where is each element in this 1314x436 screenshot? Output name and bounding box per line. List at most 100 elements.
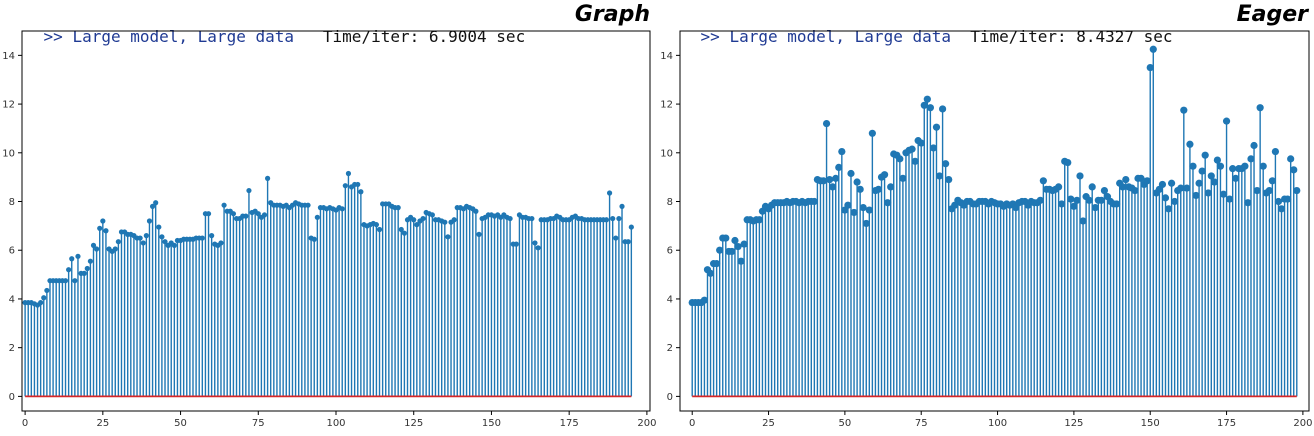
y-tick-label: 0 — [9, 392, 15, 403]
data-point — [94, 246, 100, 252]
data-point — [81, 270, 87, 276]
data-point — [859, 204, 867, 212]
x-tick-label: 50 — [839, 418, 852, 429]
data-point — [156, 224, 162, 230]
data-point — [1204, 189, 1212, 197]
data-point — [1088, 183, 1096, 191]
data-point — [1256, 104, 1264, 112]
data-point — [1186, 140, 1194, 148]
panel-header: >> Large model, Large data Time/iter: 6.… — [5, 4, 526, 70]
data-point — [1226, 195, 1234, 203]
data-point — [411, 217, 417, 223]
y-tick-label: 10 — [2, 148, 15, 159]
data-point — [917, 139, 925, 147]
stem-lines — [691, 49, 1298, 397]
data-point — [376, 226, 383, 233]
data-point — [146, 218, 153, 224]
data-point — [159, 234, 165, 240]
data-point — [1177, 184, 1185, 192]
data-point — [429, 212, 435, 218]
data-point — [1137, 174, 1145, 182]
data-point — [1290, 166, 1298, 174]
data-point — [41, 295, 47, 301]
data-point — [44, 287, 50, 294]
stem-chart-eager: 0 25 50 75 100 125 150 175 200 0 2 4 6 8 10 12 14 — [660, 30, 1312, 429]
y-tick-label: 14 — [660, 51, 673, 62]
data-point — [856, 185, 864, 193]
x-tick-label: 150 — [1141, 418, 1160, 429]
data-point — [162, 239, 168, 245]
data-point — [1192, 191, 1200, 200]
data-point — [722, 234, 730, 242]
data-point — [507, 215, 513, 222]
data-point — [822, 119, 831, 128]
data-point — [880, 171, 889, 179]
x-tick-label: 125 — [1064, 418, 1083, 429]
data-point — [84, 265, 90, 272]
data-point — [1213, 156, 1221, 164]
data-point — [221, 202, 227, 208]
data-point — [935, 172, 944, 180]
data-point — [199, 235, 205, 241]
data-point — [1198, 167, 1206, 175]
data-point — [1201, 151, 1209, 159]
data-point — [911, 157, 919, 165]
data-point — [1219, 190, 1228, 198]
prompt-symbol: >> — [700, 27, 720, 46]
x-tick-label: 175 — [1217, 418, 1236, 429]
data-point — [884, 199, 892, 207]
data-point — [1073, 196, 1081, 204]
data-point — [1036, 196, 1044, 204]
data-point — [1274, 197, 1283, 206]
data-point — [1207, 172, 1215, 180]
data-point — [513, 241, 519, 247]
data-point — [606, 190, 613, 196]
data-point — [1232, 174, 1240, 182]
data-point — [243, 213, 249, 219]
time-per-iter: Time/iter: 8.4327 sec — [970, 27, 1173, 46]
data-point — [868, 129, 876, 137]
panel-header: >> Large model, Large data Time/iter: 8.… — [662, 4, 1173, 70]
data-point — [810, 197, 818, 206]
data-point — [832, 174, 840, 182]
x-tick-label: 75 — [915, 418, 928, 429]
data-point — [920, 101, 928, 109]
x-tick-label: 100 — [326, 418, 345, 429]
data-point — [700, 296, 709, 304]
data-point — [1180, 106, 1188, 114]
data-point — [339, 206, 345, 212]
data-point — [1097, 196, 1105, 204]
data-point — [1164, 205, 1173, 213]
data-point — [246, 187, 252, 194]
data-point — [401, 230, 407, 236]
data-point — [66, 267, 72, 273]
data-point — [149, 203, 156, 209]
data-point — [1222, 117, 1231, 125]
data-point — [926, 104, 934, 112]
data-point — [355, 181, 361, 188]
data-point — [899, 174, 907, 182]
data-point — [535, 245, 541, 251]
data-point — [1055, 183, 1063, 191]
y-tick-label: 6 — [667, 246, 673, 257]
data-point — [887, 183, 895, 191]
data-point — [1100, 186, 1109, 195]
data-point — [69, 256, 75, 262]
data-point — [1183, 184, 1191, 192]
x-tick-label: 50 — [174, 418, 187, 429]
data-point — [874, 185, 883, 193]
data-point — [853, 178, 861, 186]
data-point — [414, 222, 420, 228]
data-point — [1143, 177, 1151, 185]
data-point — [865, 206, 873, 214]
data-point — [1122, 175, 1130, 184]
data-point — [731, 236, 739, 245]
x-tick-label: 200 — [637, 418, 656, 429]
data-point — [1247, 155, 1255, 163]
data-point — [706, 269, 715, 277]
data-point — [100, 218, 106, 224]
data-point — [1113, 200, 1121, 208]
stem-chart-graph: 0 25 50 75 100 125 150 175 200 0 2 4 6 8 10 12 14 — [2, 30, 656, 429]
data-point — [610, 215, 616, 222]
x-tick-label: 175 — [560, 418, 579, 429]
